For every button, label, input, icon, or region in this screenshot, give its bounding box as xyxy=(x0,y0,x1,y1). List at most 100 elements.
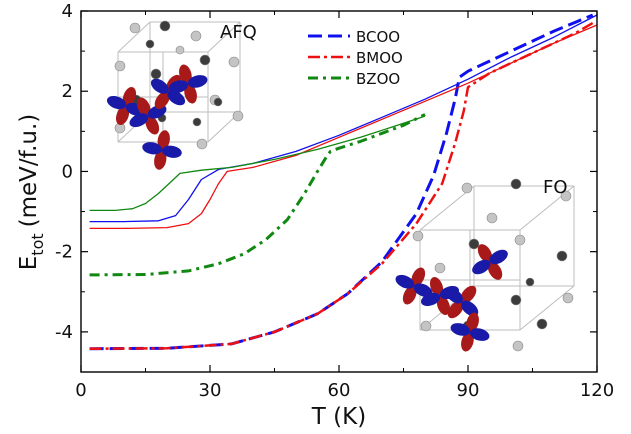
atom xyxy=(562,292,574,304)
orbital-lobe xyxy=(461,331,474,352)
annotation-afq: AFQ xyxy=(220,22,257,43)
orbital-lobe xyxy=(154,149,167,170)
atom xyxy=(510,178,522,190)
atom xyxy=(199,54,211,66)
legend-label-bzoo: BZOO xyxy=(356,70,400,88)
orbital xyxy=(420,276,460,316)
orbital-lobe xyxy=(179,64,192,85)
y-axis-title-unit: (meV/f.u.) xyxy=(16,114,42,228)
orbital-lobe xyxy=(395,274,415,289)
orbital-lobe xyxy=(157,130,170,151)
orbital-lobe xyxy=(184,83,197,104)
orbital xyxy=(150,74,186,110)
atom xyxy=(175,45,185,55)
y-tick-label: 2 xyxy=(62,81,73,102)
orbital-lobe xyxy=(460,285,477,303)
orbital-lobe xyxy=(447,301,464,319)
tick-layer: 0 30 60 90 120 -4 -2 0 2 4 xyxy=(55,1,614,401)
crystal-cell-afq-icon xyxy=(106,20,244,170)
orbital-lobe xyxy=(187,75,208,88)
series-line-solid-3 xyxy=(89,14,598,223)
orbital-lobe xyxy=(469,328,490,341)
atom xyxy=(190,30,202,42)
orbital-lobe xyxy=(150,78,169,94)
orbital-lobe xyxy=(145,115,160,135)
orbital-lobe xyxy=(154,91,170,110)
atom xyxy=(228,56,240,68)
series-layer xyxy=(89,13,598,351)
orbital-lobe xyxy=(136,97,151,117)
orbital-lobe xyxy=(445,287,463,304)
orbital-lobe xyxy=(477,244,493,263)
orbital-lobe xyxy=(413,283,433,298)
atom xyxy=(556,250,568,262)
atom xyxy=(145,39,155,49)
x-axis-title: T (K) xyxy=(311,404,366,430)
atom xyxy=(232,110,244,122)
y-axis-title-subscript: tot xyxy=(28,233,47,255)
orbital-lobe xyxy=(142,142,163,155)
y-tick-label: 4 xyxy=(62,1,73,22)
y-axis-title: Etot (meV/f.u.) xyxy=(16,114,47,271)
orbital-lobe xyxy=(122,86,137,107)
orbital-lobe xyxy=(487,261,503,280)
orbital-lobe xyxy=(115,105,130,126)
orbital-lobe xyxy=(168,80,189,93)
annotation-fo: FO xyxy=(543,177,568,198)
orbital xyxy=(395,267,433,305)
legend-label-bcoo: BCOO xyxy=(356,28,400,46)
atom xyxy=(514,234,526,246)
orbital-lobe xyxy=(429,276,444,297)
orbital xyxy=(168,64,208,104)
series-line-solid-5 xyxy=(89,115,426,212)
orbital xyxy=(450,312,490,352)
x-tick-label: 30 xyxy=(199,380,222,401)
orbital-lobe xyxy=(466,312,479,333)
atom xyxy=(525,277,535,287)
atom xyxy=(536,318,548,330)
orbital-lobe xyxy=(436,295,451,316)
atom xyxy=(512,340,524,352)
orbital-lobe xyxy=(489,249,508,265)
orbital-lobe xyxy=(472,259,491,275)
series-line-solid-4 xyxy=(89,24,598,230)
atom xyxy=(486,212,498,224)
series-line-bzoo xyxy=(89,113,426,277)
x-tick-label: 120 xyxy=(580,380,614,401)
orbital xyxy=(142,130,182,170)
atom xyxy=(192,117,202,127)
atom xyxy=(468,238,480,250)
x-tick-label: 0 xyxy=(75,380,86,401)
atom xyxy=(129,22,141,34)
atom xyxy=(150,68,162,80)
y-tick-label: 0 xyxy=(62,161,73,182)
atom xyxy=(560,190,572,202)
orbital-lobe xyxy=(411,267,426,287)
atom xyxy=(434,262,446,274)
atom xyxy=(461,182,473,194)
cell-edge xyxy=(519,285,575,331)
orbital-lobe xyxy=(167,90,186,106)
atom xyxy=(412,230,424,242)
orbital-lobe xyxy=(420,292,441,307)
orbital-lobe xyxy=(402,285,417,305)
y-tick-label: -4 xyxy=(55,322,73,343)
cell-edge xyxy=(419,185,475,231)
orbital-lobe xyxy=(106,95,127,110)
y-tick-label: -2 xyxy=(55,242,73,263)
atom xyxy=(420,320,432,332)
atom xyxy=(114,60,126,72)
legend: BCOO BMOO BZOO xyxy=(308,28,403,88)
atom xyxy=(159,20,171,32)
cell-edge xyxy=(207,21,241,53)
x-tick-label: 90 xyxy=(457,380,480,401)
orbital-lobe xyxy=(450,323,471,336)
crystal-cell-fo-icon xyxy=(395,178,575,352)
atom xyxy=(510,294,522,306)
x-tick-label: 60 xyxy=(328,380,351,401)
legend-label-bmoo: BMOO xyxy=(356,49,403,67)
orbital-lobe xyxy=(461,300,479,317)
atom xyxy=(213,97,223,107)
